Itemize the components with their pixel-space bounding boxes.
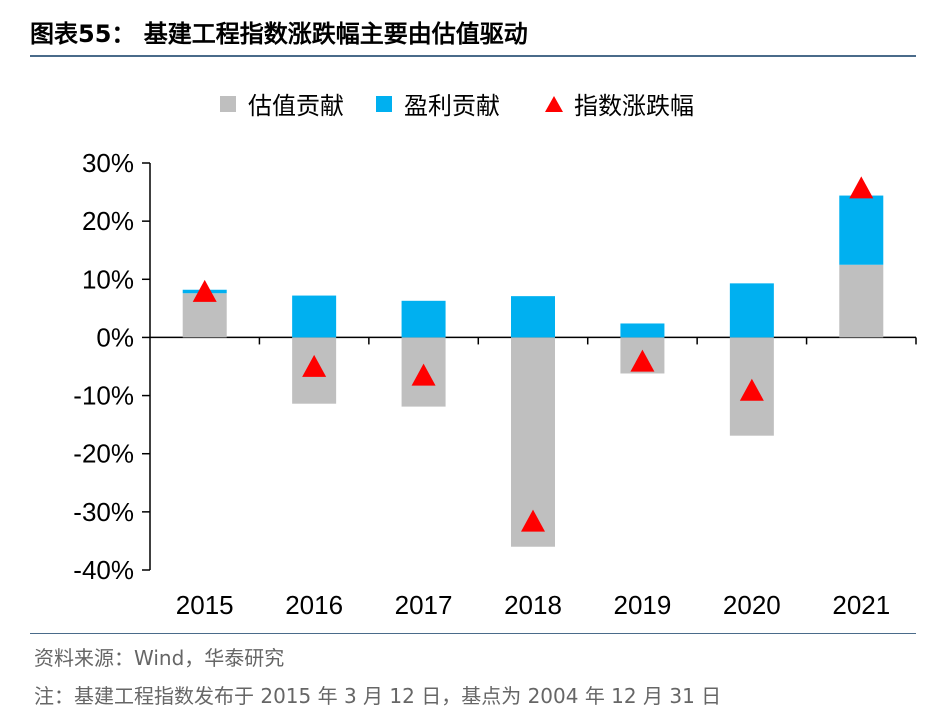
index-change-marker bbox=[302, 354, 327, 377]
chart-area: 估值贡献 盈利贡献 指数涨跌幅 30% 20% 10% 0% -10% -20% -30% -40… bbox=[73, 92, 917, 620]
earnings-bar bbox=[620, 323, 665, 338]
source-note: 资料来源：Wind，华泰研究 bbox=[34, 646, 285, 670]
footer-divider bbox=[30, 633, 916, 634]
chart-title: 图表55： 基建工程指数涨跌幅主要由估值驱动 bbox=[30, 20, 528, 48]
earnings-bar bbox=[729, 283, 774, 338]
earnings-bar bbox=[401, 300, 446, 338]
x-tick-label: 2015 bbox=[176, 590, 234, 620]
index-change-marker bbox=[192, 279, 217, 302]
x-tick-label: 2017 bbox=[395, 590, 453, 620]
legend-label: 估值贡献 bbox=[248, 92, 344, 120]
footnote: 注：基建工程指数发布于 2015 年 3 月 12 日，基点为 2004 年 1… bbox=[34, 684, 722, 708]
legend-swatch bbox=[220, 96, 236, 112]
y-tick-label: -10% bbox=[73, 381, 134, 411]
earnings-bar bbox=[511, 296, 555, 338]
index-change-marker bbox=[849, 176, 874, 199]
y-tick-label: 0% bbox=[96, 322, 134, 352]
legend-label: 指数涨跌幅 bbox=[574, 92, 694, 120]
index-change-marker bbox=[411, 363, 436, 386]
x-tick-label: 2020 bbox=[723, 590, 781, 620]
x-axis-labels: 2015 2016 2017 2018 2019 2020 2021 bbox=[176, 590, 890, 620]
y-tick-label: -30% bbox=[73, 497, 134, 527]
x-tick-label: 2016 bbox=[285, 590, 343, 620]
y-tick-label: -40% bbox=[73, 555, 134, 585]
markers bbox=[192, 176, 874, 532]
x-tick-label: 2019 bbox=[614, 590, 672, 620]
legend: 估值贡献 盈利贡献 指数涨跌幅 bbox=[220, 92, 694, 120]
legend-marker-icon bbox=[545, 96, 563, 112]
y-tick-label: -20% bbox=[73, 439, 134, 469]
index-change-marker bbox=[630, 349, 655, 372]
index-change-marker bbox=[739, 378, 764, 401]
y-tick-label: 20% bbox=[82, 206, 134, 236]
title-divider bbox=[30, 55, 916, 57]
legend-label: 盈利贡献 bbox=[404, 92, 500, 120]
x-tick-label: 2021 bbox=[832, 590, 890, 620]
legend-swatch bbox=[376, 96, 392, 112]
y-tick-label: 10% bbox=[82, 264, 134, 294]
index-change-marker bbox=[521, 509, 545, 532]
valuation-bar bbox=[839, 264, 884, 338]
earnings-bar bbox=[839, 195, 884, 265]
x-tick-label: 2018 bbox=[504, 590, 562, 620]
y-tick-label: 30% bbox=[82, 148, 134, 178]
earnings-bar bbox=[292, 295, 337, 338]
axes: 30% 20% 10% 0% -10% -20% -30% -40% bbox=[73, 148, 917, 585]
bars bbox=[182, 195, 884, 547]
